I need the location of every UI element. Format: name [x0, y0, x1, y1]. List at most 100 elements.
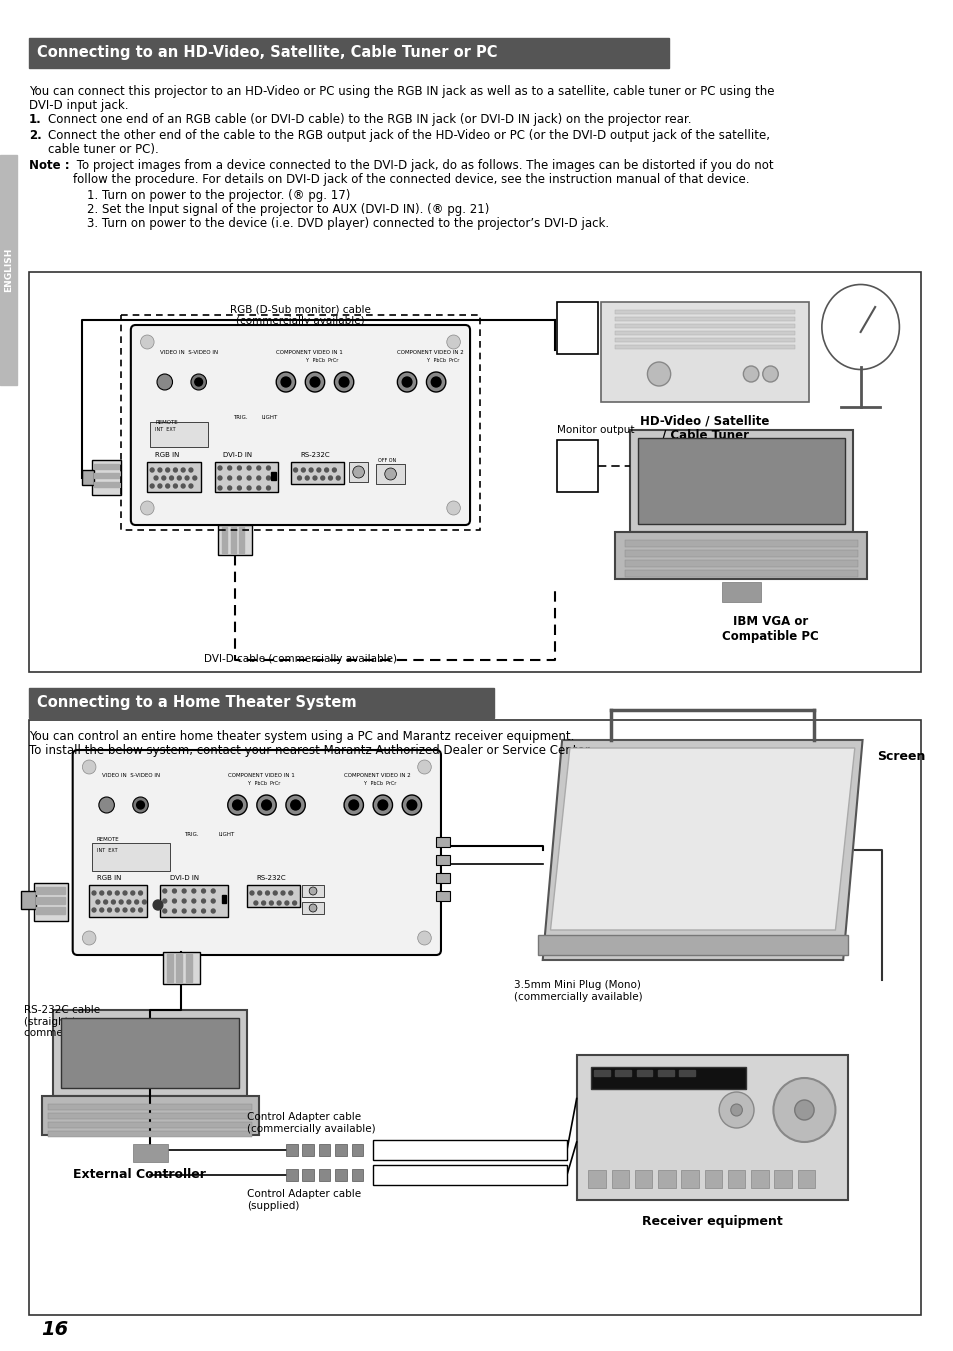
Circle shape: [138, 892, 142, 894]
Bar: [42, 1096, 258, 1135]
Bar: [186, 954, 192, 982]
Circle shape: [115, 892, 119, 894]
Bar: [92, 843, 170, 871]
Circle shape: [182, 889, 186, 893]
Circle shape: [228, 794, 247, 815]
Circle shape: [132, 797, 148, 813]
Bar: [557, 440, 598, 492]
Circle shape: [119, 900, 123, 904]
Circle shape: [339, 377, 349, 386]
Bar: [286, 1169, 297, 1181]
Circle shape: [108, 892, 112, 894]
Bar: [94, 463, 119, 469]
Text: 16: 16: [41, 1320, 68, 1339]
Text: COMPONENT VIDEO IN 1: COMPONENT VIDEO IN 1: [228, 773, 294, 778]
Circle shape: [730, 1104, 741, 1116]
FancyBboxPatch shape: [72, 750, 440, 955]
Text: ENGLISH: ENGLISH: [4, 247, 13, 292]
Text: DVI-D cable (commercially available): DVI-D cable (commercially available): [204, 654, 396, 663]
Circle shape: [228, 486, 232, 490]
Circle shape: [181, 484, 185, 488]
Bar: [29, 688, 494, 717]
Circle shape: [297, 476, 301, 480]
Bar: [160, 885, 228, 917]
Text: Screen: Screen: [876, 750, 924, 763]
Text: Control Adapter cable
(commercially available): Control Adapter cable (commercially avai…: [247, 1112, 375, 1133]
Bar: [286, 1144, 297, 1156]
Circle shape: [163, 889, 167, 893]
Bar: [636, 1070, 652, 1075]
Circle shape: [336, 476, 340, 480]
Bar: [215, 462, 278, 492]
Circle shape: [131, 908, 134, 912]
Circle shape: [250, 892, 253, 894]
Circle shape: [92, 892, 96, 894]
Bar: [615, 331, 794, 335]
Text: cable tuner or PC).: cable tuner or PC).: [49, 143, 159, 155]
Text: You can control an entire home theater system using a PC and Marantz receiver eq: You can control an entire home theater s…: [29, 730, 574, 743]
Circle shape: [158, 484, 162, 488]
Circle shape: [123, 892, 127, 894]
Bar: [721, 582, 760, 603]
Circle shape: [192, 909, 195, 913]
Circle shape: [256, 486, 260, 490]
Bar: [218, 526, 252, 555]
Bar: [349, 462, 368, 482]
Bar: [318, 1144, 330, 1156]
Circle shape: [100, 892, 104, 894]
Text: RS-232C: RS-232C: [300, 453, 330, 458]
Text: RS-232C: RS-232C: [256, 875, 286, 881]
Circle shape: [172, 889, 176, 893]
Circle shape: [96, 900, 100, 904]
Bar: [36, 888, 65, 894]
Bar: [680, 1170, 698, 1188]
Circle shape: [82, 931, 96, 944]
Circle shape: [182, 909, 186, 913]
Bar: [49, 1121, 252, 1128]
Circle shape: [131, 892, 134, 894]
Text: Y   PbCb  PrCr: Y PbCb PrCr: [305, 358, 338, 363]
Bar: [624, 540, 857, 547]
Bar: [615, 309, 794, 313]
Bar: [436, 873, 449, 884]
Circle shape: [261, 901, 265, 905]
Bar: [271, 471, 276, 480]
Circle shape: [291, 800, 300, 811]
Bar: [94, 482, 119, 486]
Bar: [615, 324, 794, 328]
Bar: [163, 952, 199, 984]
Text: To install the below system, contact your nearest Marantz Authorized Dealer or S: To install the below system, contact you…: [29, 744, 592, 757]
Text: 2.: 2.: [29, 128, 42, 142]
Text: 1. Turn on power to the projector. (® pg. 17): 1. Turn on power to the projector. (® pg…: [87, 189, 351, 203]
Text: INT  EXT: INT EXT: [155, 427, 175, 432]
Bar: [615, 345, 794, 349]
Text: LIGHT: LIGHT: [261, 415, 277, 420]
Bar: [231, 527, 235, 553]
Circle shape: [305, 372, 324, 392]
Circle shape: [397, 372, 416, 392]
Circle shape: [647, 362, 670, 386]
Bar: [121, 315, 479, 530]
Bar: [373, 1165, 566, 1185]
Bar: [302, 902, 323, 915]
Bar: [92, 459, 121, 494]
Circle shape: [316, 467, 320, 471]
Circle shape: [281, 892, 285, 894]
Circle shape: [218, 466, 222, 470]
Circle shape: [431, 377, 440, 386]
Circle shape: [177, 476, 181, 480]
Bar: [34, 884, 68, 921]
Bar: [658, 1170, 675, 1188]
Circle shape: [286, 794, 305, 815]
Bar: [774, 1170, 791, 1188]
Bar: [29, 272, 920, 671]
Text: COMPONENT VIDEO IN 1: COMPONENT VIDEO IN 1: [276, 350, 343, 355]
Bar: [436, 892, 449, 901]
Bar: [89, 885, 147, 917]
Text: REMOTE: REMOTE: [155, 420, 177, 426]
Circle shape: [181, 467, 185, 471]
Bar: [132, 1144, 168, 1162]
Circle shape: [150, 484, 154, 488]
Bar: [29, 720, 920, 1315]
Circle shape: [377, 800, 387, 811]
